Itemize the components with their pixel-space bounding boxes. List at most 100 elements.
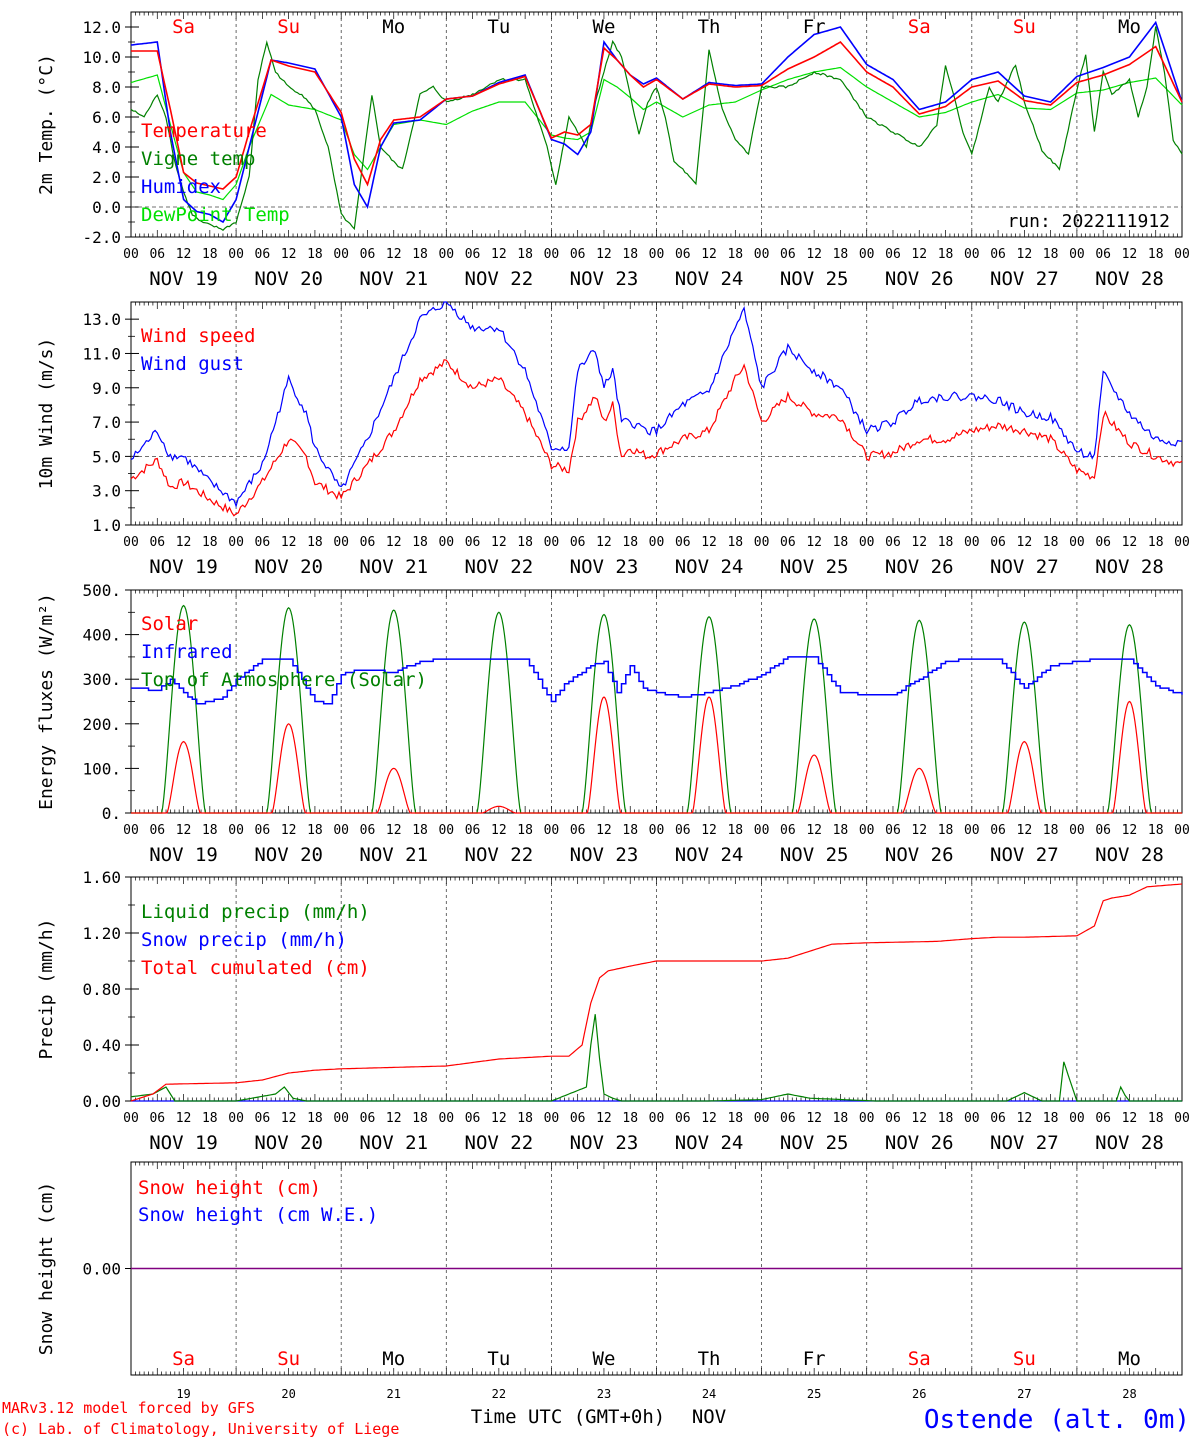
day-label: NOV 23 <box>570 844 639 866</box>
hour-label: 06 <box>570 1111 586 1126</box>
hour-label: 06 <box>1095 823 1111 838</box>
day-label: NOV 24 <box>675 1132 744 1154</box>
hour-label: 00 <box>544 823 560 838</box>
series-line <box>130 359 1183 517</box>
hour-label: 00 <box>754 535 770 550</box>
series-line <box>130 883 1183 1102</box>
hour-label: 18 <box>1043 823 1059 838</box>
weekday-label: Su <box>277 1348 300 1370</box>
hour-label: 00 <box>964 535 980 550</box>
hour-label: 12 <box>806 823 822 838</box>
y-axis-label: Snow height (cm) <box>36 1182 57 1355</box>
hour-label: 06 <box>149 1111 165 1126</box>
hour-label: 18 <box>833 1111 849 1126</box>
hour-label: 18 <box>412 247 428 262</box>
hour-label: 18 <box>938 247 954 262</box>
hour-label: 00 <box>123 247 139 262</box>
day-label: NOV 25 <box>780 556 849 578</box>
legend-entry: Wind speed <box>141 325 255 347</box>
hour-label: 00 <box>333 1111 349 1126</box>
hour-label: 12 <box>806 247 822 262</box>
y-tick-label: 500. <box>82 581 121 600</box>
hour-label: 06 <box>360 247 376 262</box>
hour-label: 18 <box>412 823 428 838</box>
hour-label: 12 <box>281 1111 297 1126</box>
y-tick-label: 1.20 <box>82 924 121 943</box>
y-tick-label: 400. <box>82 626 121 645</box>
y-axis-label: Precip (mm/h) <box>36 919 57 1060</box>
hour-label: 06 <box>780 247 796 262</box>
day-label: NOV 24 <box>675 844 744 866</box>
y-tick-label: 10.0 <box>82 48 121 67</box>
hour-label: 06 <box>675 1111 691 1126</box>
hour-label: 06 <box>780 535 796 550</box>
hour-label: 00 <box>754 247 770 262</box>
hour-label: 00 <box>1069 1111 1085 1126</box>
hour-label: 00 <box>1069 823 1085 838</box>
hour-label: 00 <box>123 535 139 550</box>
hour-label: 00 <box>544 1111 560 1126</box>
hour-label: 12 <box>281 535 297 550</box>
weekday-label: Fr <box>803 1348 826 1370</box>
hour-label: 00 <box>333 535 349 550</box>
hour-label: 06 <box>885 247 901 262</box>
hour-label: 12 <box>386 535 402 550</box>
day-label: NOV 19 <box>149 1132 218 1154</box>
legend-entry: DewPoint Temp <box>141 204 290 226</box>
hour-label: 18 <box>622 823 638 838</box>
y-tick-label: 7.0 <box>92 413 121 432</box>
hour-label: 06 <box>885 1111 901 1126</box>
hour-label: 00 <box>544 247 560 262</box>
hour-label: 12 <box>491 823 507 838</box>
hour-label: 00 <box>1174 535 1190 550</box>
hour-label: 12 <box>911 823 927 838</box>
series-infrared <box>131 656 1183 705</box>
hour-label: 18 <box>1043 247 1059 262</box>
hour-label: 00 <box>228 1111 244 1126</box>
y-tick-label: 0.0 <box>92 198 121 217</box>
day-number: 28 <box>1122 1387 1136 1401</box>
legend-entry: Total cumulated (cm) <box>141 957 370 979</box>
hour-label: 06 <box>885 535 901 550</box>
weekday-label: Su <box>277 16 300 38</box>
hour-label: 18 <box>938 1111 954 1126</box>
hour-label: 18 <box>307 247 323 262</box>
day-number: 27 <box>1017 1387 1031 1401</box>
hour-label: 06 <box>149 535 165 550</box>
hour-label: 00 <box>438 247 454 262</box>
hour-label: 00 <box>649 1111 665 1126</box>
legend-entry: Top of Atmosphere (Solar) <box>141 669 427 691</box>
y-tick-label: 0.40 <box>82 1036 121 1055</box>
hour-label: 00 <box>859 535 875 550</box>
legend-entry: Snow precip (mm/h) <box>141 929 347 951</box>
y-tick-label: 3.0 <box>92 482 121 501</box>
hour-label: 12 <box>701 1111 717 1126</box>
hour-label: 12 <box>911 1111 927 1126</box>
day-number: 23 <box>597 1387 611 1401</box>
day-label: NOV 27 <box>990 556 1059 578</box>
hour-label: 00 <box>228 535 244 550</box>
hour-label: 12 <box>1122 247 1138 262</box>
day-number: 24 <box>702 1387 716 1401</box>
hour-label: 06 <box>990 535 1006 550</box>
hour-label: 12 <box>281 247 297 262</box>
hour-label: 06 <box>990 247 1006 262</box>
hour-label: 06 <box>990 1111 1006 1126</box>
day-label: NOV 24 <box>675 556 744 578</box>
hour-label: 12 <box>1017 1111 1033 1126</box>
day-label: NOV 26 <box>885 1132 954 1154</box>
day-label: NOV 19 <box>149 844 218 866</box>
hour-label: 00 <box>123 823 139 838</box>
y-tick-label: 8.0 <box>92 78 121 97</box>
hour-label: 18 <box>307 535 323 550</box>
day-label: NOV 26 <box>885 556 954 578</box>
hour-label: 00 <box>1174 247 1190 262</box>
day-label: NOV 22 <box>465 556 534 578</box>
legend-entry: Solar <box>141 613 198 635</box>
hour-label: 00 <box>964 1111 980 1126</box>
y-tick-label: 200. <box>82 715 121 734</box>
hour-label: 18 <box>1043 535 1059 550</box>
hour-label: 06 <box>465 823 481 838</box>
hour-label: 06 <box>255 247 271 262</box>
